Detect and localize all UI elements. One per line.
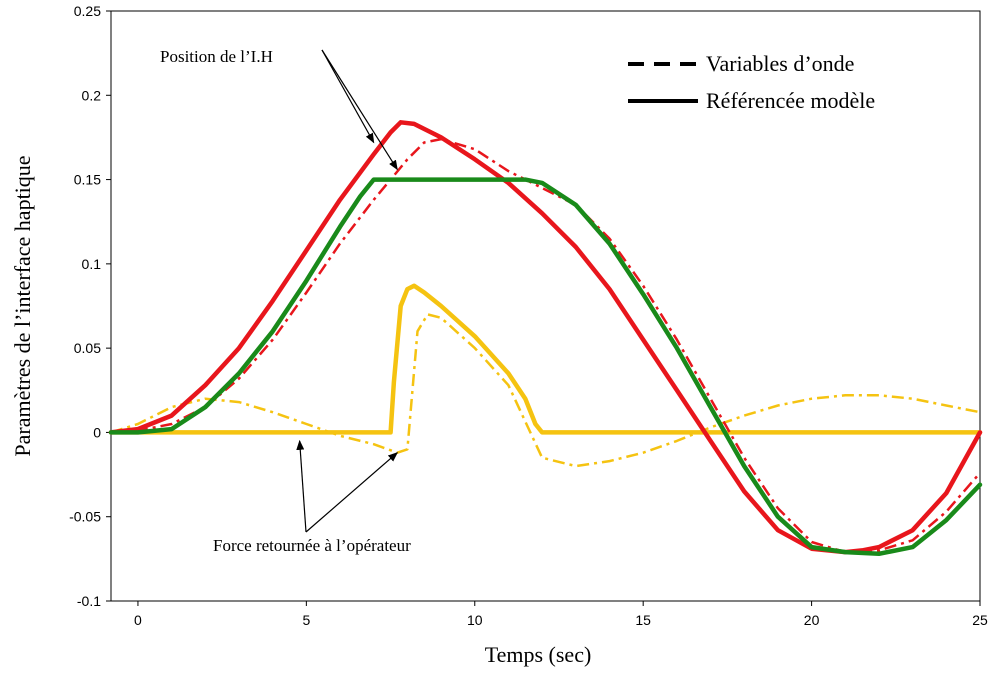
annotation-arrow: [296, 439, 307, 533]
annotation-force-label: Force retournée à l’opérateur: [213, 536, 411, 555]
y-axis-ticks: -0.1 -0.05 0 0.05 0.1 0.15 0.2 0.25: [69, 3, 111, 609]
x-tick-label: 10: [467, 612, 483, 628]
plot-area: [110, 10, 981, 602]
series-line-2: [108, 177, 983, 557]
annotation-layer: Position de l’I.H Force retournée à l’opé…: [160, 47, 411, 555]
y-tick-label: 0.15: [74, 172, 101, 188]
y-tick-label: 0.05: [74, 340, 101, 356]
x-tick-label: 20: [804, 612, 820, 628]
x-axis-ticks: 0 5 10 15 20 25: [134, 601, 988, 628]
annotation-arrow: [321, 49, 375, 144]
annotation-arrow: [321, 49, 398, 171]
series-layer: [108, 120, 983, 557]
x-tick-label: 0: [134, 612, 142, 628]
y-tick-label: 0.25: [74, 3, 101, 19]
legend-label: Variables d’onde: [706, 51, 854, 76]
x-axis-title: Temps (sec): [485, 642, 592, 667]
y-tick-label: -0.05: [69, 509, 101, 525]
x-tick-label: 15: [635, 612, 651, 628]
series-line-4: [110, 313, 981, 468]
annotation-arrow: [305, 452, 399, 533]
y-axis-title: Paramètres de l’interface haptique: [10, 155, 35, 456]
annotation-position-label: Position de l’I.H: [160, 47, 273, 66]
legend: Variables d’onde Référencée modèle: [628, 51, 875, 113]
y-tick-label: -0.1: [77, 593, 101, 609]
x-tick-label: 5: [302, 612, 310, 628]
legend-label: Référencée modèle: [706, 88, 875, 113]
y-tick-label: 0: [93, 424, 101, 440]
y-tick-label: 0.1: [82, 256, 102, 272]
series-line-1: [110, 137, 981, 554]
x-tick-label: 25: [972, 612, 988, 628]
y-tick-label: 0.2: [82, 87, 102, 103]
